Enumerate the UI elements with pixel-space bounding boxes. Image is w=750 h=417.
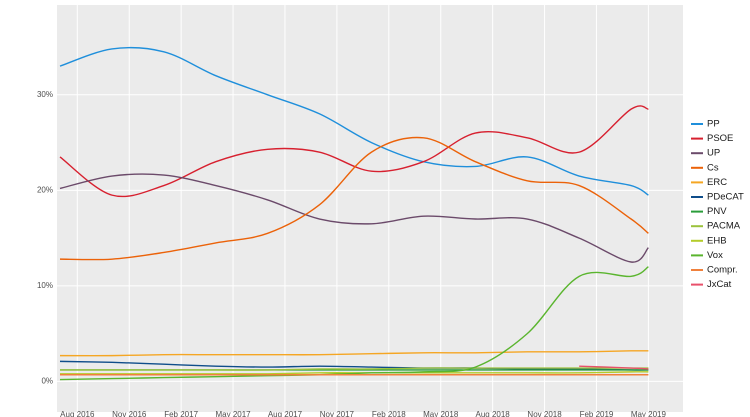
series-line bbox=[59, 46, 649, 196]
series-line bbox=[59, 350, 649, 357]
y-tick-label: 20% bbox=[37, 185, 53, 194]
legend-label: Cs bbox=[707, 162, 719, 173]
x-tick-label: Nov 2016 bbox=[112, 410, 147, 417]
x-tick-label: May 2018 bbox=[423, 410, 459, 417]
legend-label: Vox bbox=[707, 250, 723, 261]
y-tick-label: 10% bbox=[37, 281, 53, 290]
series-line bbox=[59, 173, 649, 263]
x-tick-label: Nov 2017 bbox=[320, 410, 355, 417]
legend-label: JxCat bbox=[707, 279, 732, 290]
x-tick-label: Nov 2018 bbox=[527, 410, 562, 417]
legend-label: EHB bbox=[707, 235, 727, 246]
legend-label: PDeCAT bbox=[707, 192, 744, 203]
series-line bbox=[59, 136, 649, 261]
x-tick-label: Feb 2019 bbox=[580, 410, 614, 417]
x-tick-label: Aug 2018 bbox=[476, 410, 511, 417]
y-tick-label: 0% bbox=[41, 377, 53, 386]
series-line bbox=[59, 360, 649, 371]
legend: PP PSOE UP Cs ERC PDeCAT PNV PACMA EHB Vox Compr. J… bbox=[691, 119, 744, 290]
x-tick-label: Aug 2017 bbox=[268, 410, 303, 417]
x-tick-label: Feb 2018 bbox=[372, 410, 406, 417]
legend-label: PP bbox=[707, 119, 720, 130]
series-line bbox=[59, 266, 649, 381]
y-tick-label: 30% bbox=[37, 90, 53, 99]
legend-label: PACMA bbox=[707, 221, 741, 232]
legend-label: UP bbox=[707, 148, 720, 159]
legend-label: PNV bbox=[707, 206, 727, 217]
series-line bbox=[579, 365, 649, 370]
x-tick-label: May 2017 bbox=[215, 410, 251, 417]
series-line bbox=[59, 105, 649, 198]
legend-label: ERC bbox=[707, 177, 727, 188]
x-tick-label: Aug 2016 bbox=[60, 410, 95, 417]
legend-label: PSOE bbox=[707, 133, 733, 144]
plot-background bbox=[57, 5, 683, 412]
legend-label: Compr. bbox=[707, 265, 738, 276]
x-tick-label: Feb 2017 bbox=[164, 410, 198, 417]
x-tick-label: May 2019 bbox=[631, 410, 667, 417]
series-line bbox=[60, 367, 649, 371]
